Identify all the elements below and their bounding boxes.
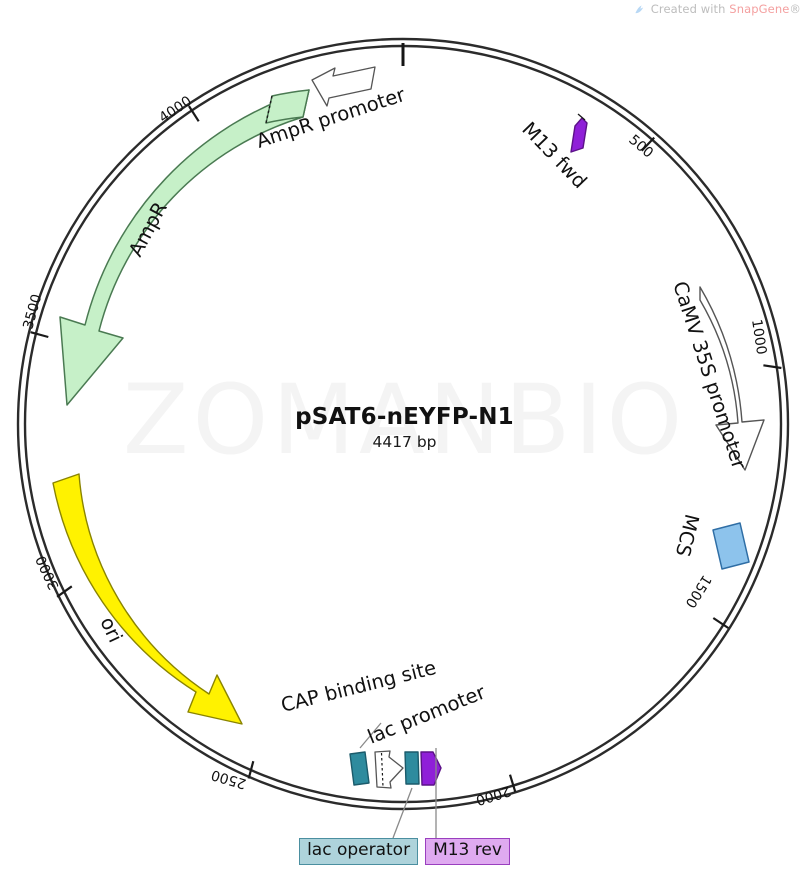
ruler-tick-500: 500 [625,132,656,162]
feature-legend: lac operator M13 rev [0,838,809,865]
legend-chip-m13-rev[interactable]: M13 rev [425,838,510,865]
feature-camv35s-promoter[interactable]: CaMV 35S promoter [668,278,765,473]
ruler-tick-2000: 2000 [474,774,517,808]
feature-m13-rev[interactable] [420,748,442,838]
ruler-tick-3500: 3500 [20,292,49,339]
cap-binding-site-leader [359,722,382,749]
ruler-label-500: 500 [625,132,656,162]
legend-chip-lac-operator[interactable]: lac operator [299,838,419,865]
ruler-tick-1000: 1000 [748,318,782,370]
ruler-tick-2500: 2500 [209,760,255,792]
credit-prefix: Created with [650,2,730,16]
feature-m13-fwd[interactable]: M13 fwd [517,113,591,193]
ruler-label-2500: 2500 [209,766,248,791]
lac-operator-leader [392,787,413,839]
credit-brand-suffix: ® [789,2,801,16]
ruler-tick-1500: 1500 [682,572,729,629]
snapgene-logo-icon [635,4,643,13]
ruler-label-1000: 1000 [748,318,769,356]
m13-fwd-pointer [577,113,586,121]
snapgene-credit-text: Created with SnapGene® [651,2,801,16]
feature-label-mcs: MCS [671,512,704,559]
lac-promoter-divider [380,752,384,788]
ruler-label-3000: 3000 [33,553,63,592]
credit-brand: SnapGene [729,2,790,16]
feature-ori[interactable]: ori [52,473,243,725]
snapgene-credit: Created with SnapGene® [633,2,801,16]
feature-lac-operator[interactable] [392,751,420,839]
feature-ampR-promoter-segment[interactable] [265,89,310,124]
backbone-circle [16,37,790,811]
ruler-label-1500: 1500 [682,572,715,611]
feature-mcs[interactable]: MCS [671,512,750,570]
ruler-tick-3000: 3000 [33,553,73,598]
ruler-label-2000: 2000 [474,782,513,808]
